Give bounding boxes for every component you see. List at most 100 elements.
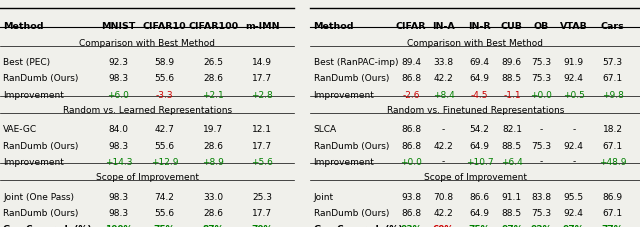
- Text: +9.8: +9.8: [602, 90, 623, 99]
- Text: +12.9: +12.9: [151, 157, 178, 166]
- Text: 17.7: 17.7: [252, 74, 273, 83]
- Text: +0.0: +0.0: [531, 90, 552, 99]
- Text: 28.6: 28.6: [204, 141, 223, 150]
- Text: 70%: 70%: [252, 224, 273, 227]
- Text: 17.7: 17.7: [252, 208, 273, 217]
- Text: 74.2: 74.2: [154, 192, 175, 201]
- Text: 75.3: 75.3: [531, 74, 551, 83]
- Text: 98.3: 98.3: [108, 141, 129, 150]
- Text: 92.4: 92.4: [564, 208, 584, 217]
- Text: RanDumb (Ours): RanDumb (Ours): [314, 141, 389, 150]
- Text: Joint (One Pass): Joint (One Pass): [3, 192, 74, 201]
- Text: Improvement: Improvement: [314, 157, 374, 166]
- Text: +6.0: +6.0: [108, 90, 129, 99]
- Text: +14.3: +14.3: [105, 157, 132, 166]
- Text: 42.2: 42.2: [434, 74, 454, 83]
- Text: 95.5: 95.5: [564, 192, 584, 201]
- Text: 54.2: 54.2: [470, 125, 490, 134]
- Text: Scope of Improvement: Scope of Improvement: [96, 172, 198, 181]
- Text: VAE-GC: VAE-GC: [3, 125, 37, 134]
- Text: 57.3: 57.3: [603, 58, 623, 67]
- Text: Cars: Cars: [601, 22, 625, 30]
- Text: +0.0: +0.0: [400, 157, 422, 166]
- Text: 67.1: 67.1: [603, 74, 623, 83]
- Text: 42.7: 42.7: [154, 125, 175, 134]
- Text: Improvement: Improvement: [3, 157, 64, 166]
- Text: -: -: [572, 125, 575, 134]
- Text: Gap Covered. (%): Gap Covered. (%): [3, 224, 92, 227]
- Text: 75.3: 75.3: [531, 141, 551, 150]
- Text: 60%: 60%: [433, 224, 454, 227]
- Text: 98.3: 98.3: [108, 74, 129, 83]
- Text: SLCA: SLCA: [314, 125, 337, 134]
- Text: 42.2: 42.2: [434, 208, 454, 217]
- Text: 70.8: 70.8: [433, 192, 454, 201]
- Text: +10.7: +10.7: [465, 157, 493, 166]
- Text: CIFAR100: CIFAR100: [188, 22, 239, 30]
- Text: 93.8: 93.8: [401, 192, 421, 201]
- Text: 64.9: 64.9: [469, 208, 490, 217]
- Text: Improvement: Improvement: [314, 90, 374, 99]
- Text: Method: Method: [3, 22, 44, 30]
- Text: 98.3: 98.3: [108, 208, 129, 217]
- Text: 97%: 97%: [501, 224, 523, 227]
- Text: Improvement: Improvement: [3, 90, 64, 99]
- Text: 92.4: 92.4: [564, 74, 584, 83]
- Text: 84.0: 84.0: [108, 125, 129, 134]
- Text: +2.1: +2.1: [203, 90, 224, 99]
- Text: 75%: 75%: [154, 224, 175, 227]
- Text: 33.8: 33.8: [433, 58, 454, 67]
- Text: MNIST: MNIST: [101, 22, 136, 30]
- Text: Comparison with Best Method: Comparison with Best Method: [407, 38, 543, 47]
- Text: -2.6: -2.6: [403, 90, 420, 99]
- Text: 67.1: 67.1: [603, 141, 623, 150]
- Text: 28.6: 28.6: [204, 74, 223, 83]
- Text: -4.5: -4.5: [470, 90, 488, 99]
- Text: +8.4: +8.4: [433, 90, 454, 99]
- Text: 93%: 93%: [401, 224, 422, 227]
- Text: 77%: 77%: [602, 224, 623, 227]
- Text: RanDumb (Ours): RanDumb (Ours): [314, 208, 389, 217]
- Text: 75.3: 75.3: [531, 208, 551, 217]
- Text: 88.5: 88.5: [502, 141, 522, 150]
- Text: CUB: CUB: [501, 22, 523, 30]
- Text: 89.6: 89.6: [502, 58, 522, 67]
- Text: IN-A: IN-A: [432, 22, 455, 30]
- Text: 67.1: 67.1: [603, 208, 623, 217]
- Text: 69.4: 69.4: [469, 58, 490, 67]
- Text: 88.5: 88.5: [502, 208, 522, 217]
- Text: 82.1: 82.1: [502, 125, 522, 134]
- Text: 92%: 92%: [531, 224, 552, 227]
- Text: 18.2: 18.2: [603, 125, 623, 134]
- Text: 55.6: 55.6: [154, 141, 175, 150]
- Text: 97%: 97%: [563, 224, 584, 227]
- Text: 83.8: 83.8: [531, 192, 551, 201]
- Text: 91.9: 91.9: [564, 58, 584, 67]
- Text: 26.5: 26.5: [204, 58, 223, 67]
- Text: Method: Method: [314, 22, 354, 30]
- Text: m-IMN: m-IMN: [245, 22, 280, 30]
- Text: +6.4: +6.4: [501, 157, 523, 166]
- Text: Random vs. Finetuned Representations: Random vs. Finetuned Representations: [387, 105, 564, 114]
- Text: 12.1: 12.1: [252, 125, 273, 134]
- Text: 17.7: 17.7: [252, 141, 273, 150]
- Text: 75%: 75%: [468, 224, 490, 227]
- Text: 92.4: 92.4: [564, 141, 584, 150]
- Text: 86.8: 86.8: [401, 74, 421, 83]
- Text: 64.9: 64.9: [469, 74, 490, 83]
- Text: 88.5: 88.5: [502, 74, 522, 83]
- Text: RanDumb (Ours): RanDumb (Ours): [314, 74, 389, 83]
- Text: VTAB: VTAB: [560, 22, 588, 30]
- Text: -3.3: -3.3: [156, 90, 173, 99]
- Text: 87%: 87%: [203, 224, 224, 227]
- Text: 86.9: 86.9: [603, 192, 623, 201]
- Text: 28.6: 28.6: [204, 208, 223, 217]
- Text: 89.4: 89.4: [401, 58, 421, 67]
- Text: -: -: [572, 157, 575, 166]
- Text: Best (PEC): Best (PEC): [3, 58, 51, 67]
- Text: 92.3: 92.3: [108, 58, 129, 67]
- Text: IN-R: IN-R: [468, 22, 491, 30]
- Text: 91.1: 91.1: [502, 192, 522, 201]
- Text: 86.6: 86.6: [469, 192, 490, 201]
- Text: -: -: [540, 125, 543, 134]
